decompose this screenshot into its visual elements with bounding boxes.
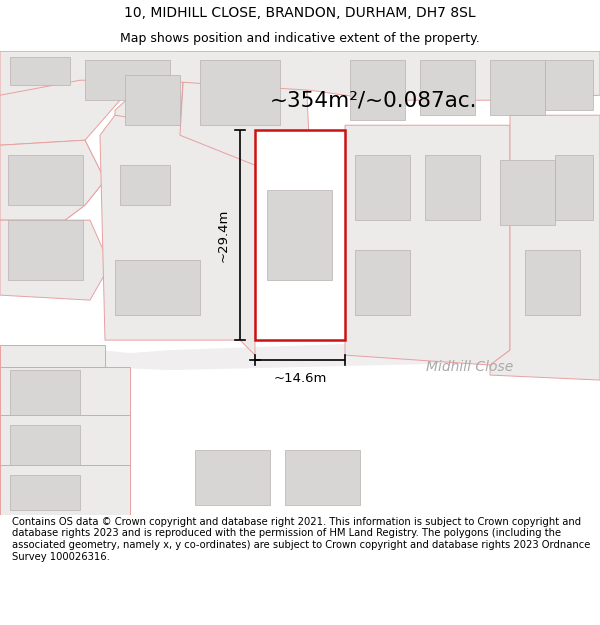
Polygon shape <box>0 345 105 367</box>
Bar <box>10 370 80 415</box>
Bar <box>85 60 170 100</box>
Bar <box>255 130 345 340</box>
Bar <box>500 160 555 225</box>
Polygon shape <box>100 115 255 355</box>
Polygon shape <box>0 465 130 515</box>
Text: ~14.6m: ~14.6m <box>274 372 326 385</box>
Text: 10: 10 <box>281 221 319 249</box>
Text: ~29.4m: ~29.4m <box>217 209 230 262</box>
Polygon shape <box>0 367 130 415</box>
Text: Contains OS data © Crown copyright and database right 2021. This information is : Contains OS data © Crown copyright and d… <box>12 517 590 561</box>
Bar <box>10 475 80 510</box>
Bar <box>10 425 80 465</box>
Bar <box>125 75 180 125</box>
Bar <box>490 60 545 115</box>
Bar <box>267 190 332 280</box>
Polygon shape <box>0 75 120 145</box>
Polygon shape <box>100 335 600 370</box>
Bar <box>8 155 83 205</box>
Polygon shape <box>0 140 105 220</box>
Bar <box>350 60 405 120</box>
Polygon shape <box>115 51 185 125</box>
Bar <box>8 220 83 280</box>
Polygon shape <box>0 415 130 465</box>
Bar <box>545 60 593 110</box>
Polygon shape <box>345 125 510 365</box>
Bar <box>195 450 270 505</box>
Bar <box>285 450 360 505</box>
Bar <box>425 155 480 220</box>
Bar <box>10 58 70 85</box>
Bar <box>555 155 593 220</box>
Text: ~354m²/~0.087ac.: ~354m²/~0.087ac. <box>270 90 478 110</box>
Text: 10, MIDHILL CLOSE, BRANDON, DURHAM, DH7 8SL: 10, MIDHILL CLOSE, BRANDON, DURHAM, DH7 … <box>124 6 476 20</box>
Text: Midhill Close: Midhill Close <box>427 360 514 374</box>
Polygon shape <box>0 220 110 300</box>
Bar <box>120 165 170 205</box>
Polygon shape <box>0 140 105 220</box>
Bar <box>355 155 410 220</box>
Polygon shape <box>180 51 310 125</box>
Polygon shape <box>180 51 310 165</box>
Polygon shape <box>490 115 600 380</box>
Bar <box>420 60 475 115</box>
Bar <box>115 260 200 315</box>
Bar <box>200 60 280 125</box>
Text: Map shows position and indicative extent of the property.: Map shows position and indicative extent… <box>120 32 480 45</box>
Bar <box>355 250 410 315</box>
Bar <box>525 250 580 315</box>
Polygon shape <box>0 51 600 100</box>
